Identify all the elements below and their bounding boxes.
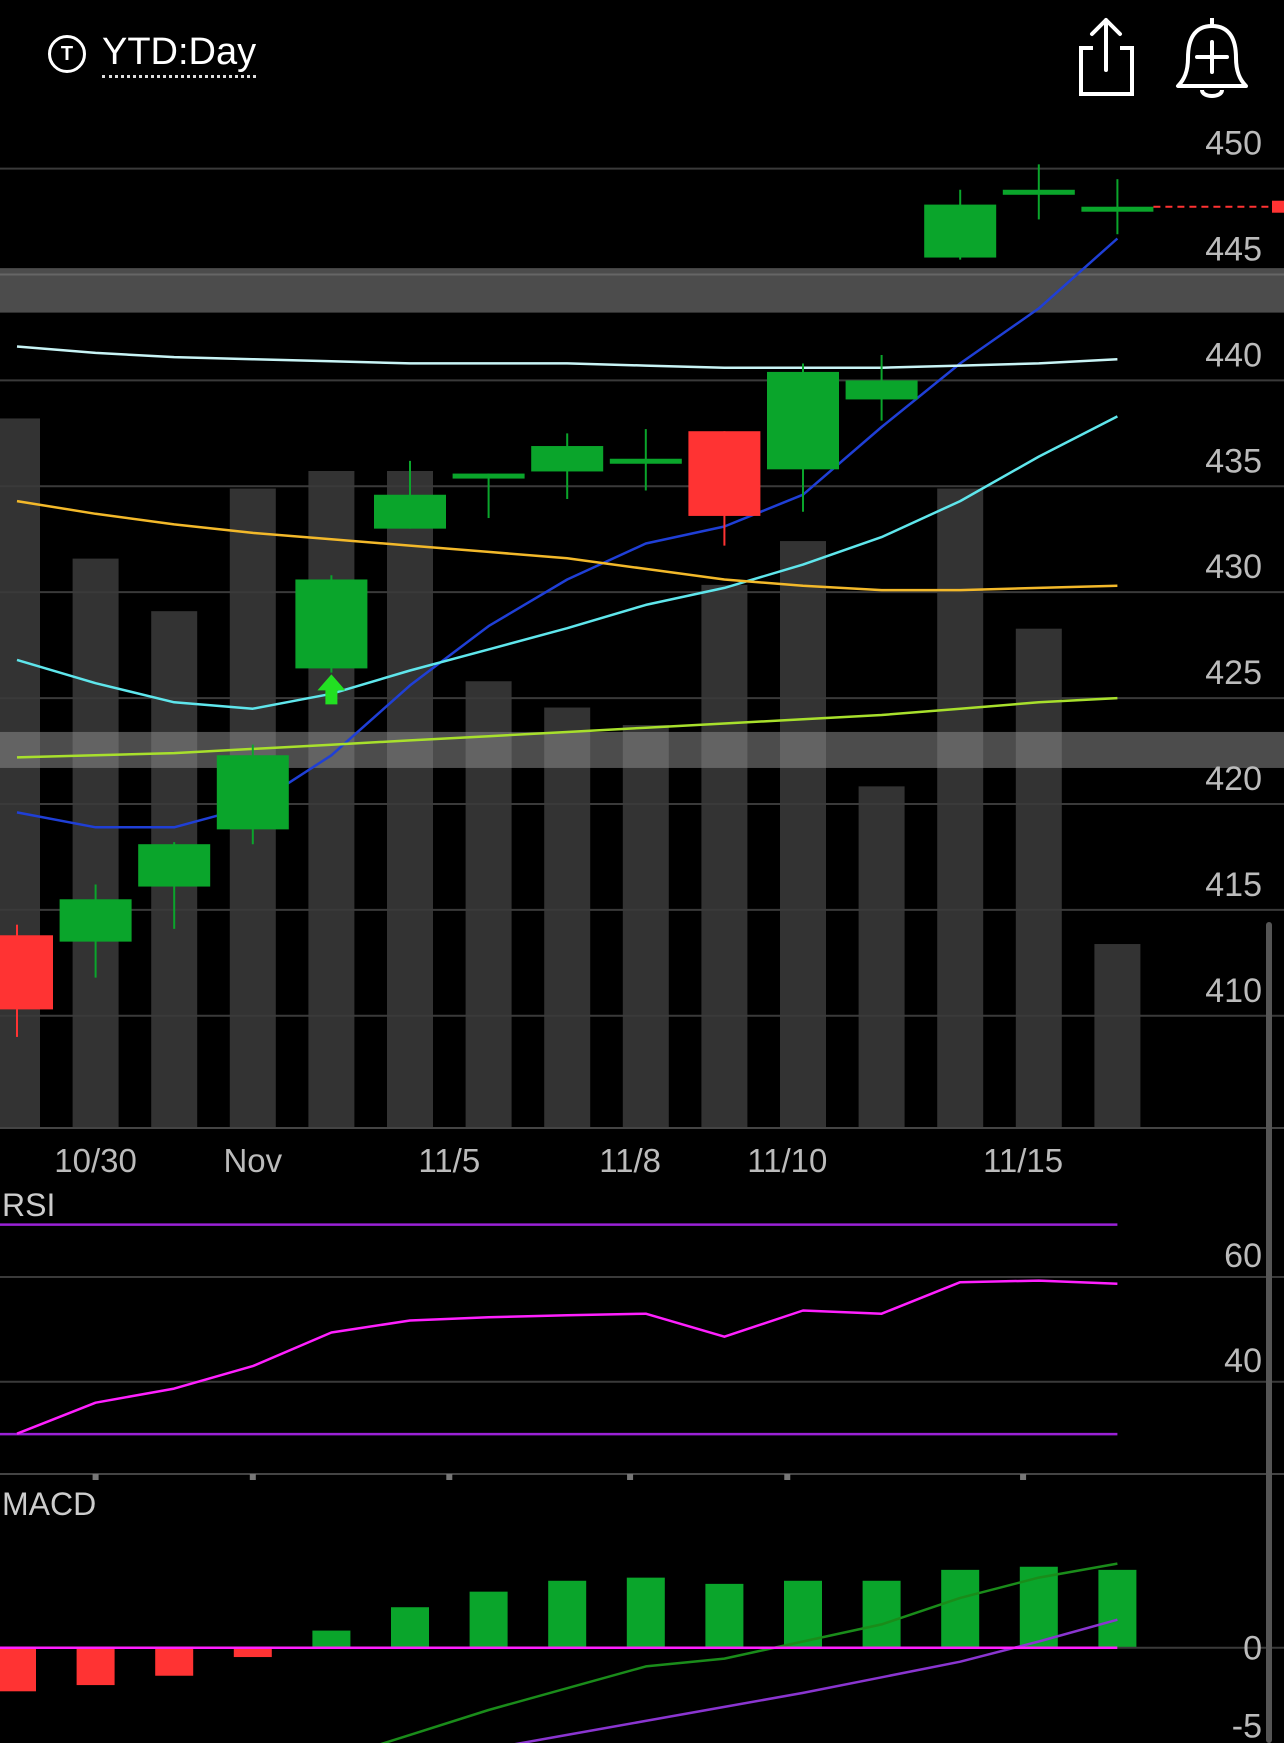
- price-zone-band: [0, 268, 1284, 313]
- macd-histogram-bar: [312, 1630, 351, 1648]
- date-tick-label: 11/8: [599, 1142, 661, 1179]
- date-tick-label: 11/5: [418, 1142, 480, 1179]
- date-tick-mark: [627, 1474, 634, 1480]
- price-tick-label: 425: [1205, 654, 1262, 692]
- candle-body: [531, 446, 604, 472]
- candle-body: [688, 431, 761, 516]
- macd-tick-label: 0: [1243, 1630, 1262, 1668]
- volume-bar: [780, 541, 826, 1128]
- date-tick-label: Nov: [223, 1142, 282, 1179]
- macd-histogram-bar: [862, 1580, 901, 1648]
- macd-histogram-bar: [391, 1607, 429, 1648]
- moving-average-line: [16, 499, 1118, 592]
- price-tick-label: 410: [1205, 972, 1262, 1010]
- candle-body: [138, 844, 211, 887]
- bell-plus-icon: [1176, 18, 1248, 98]
- candle-body: [1002, 189, 1075, 195]
- volume-bar: [622, 725, 669, 1128]
- scrollbar[interactable]: [1266, 922, 1272, 1743]
- volume-bar: [1015, 628, 1062, 1128]
- candle-body: [924, 204, 997, 258]
- candle-body: [374, 494, 446, 529]
- macd-histogram-bar: [469, 1591, 508, 1648]
- rsi-title: RSI: [2, 1187, 55, 1223]
- volume-bar: [544, 707, 591, 1128]
- candle-body: [216, 755, 289, 830]
- top-bar: T YTD:Day: [0, 0, 1284, 110]
- macd-histogram-bar: [1098, 1569, 1137, 1648]
- candle-body: [295, 579, 368, 669]
- date-tick-label: 10/30: [54, 1142, 137, 1179]
- moving-average-line: [16, 237, 1119, 829]
- rsi-tick-label: 60: [1224, 1237, 1262, 1275]
- volume-bar: [0, 418, 40, 1128]
- timeframe-label[interactable]: YTD:Day: [102, 31, 257, 78]
- macd-histogram-bar: [76, 1647, 115, 1686]
- buy-signal-arrow: [317, 674, 346, 705]
- macd-signal-line: [514, 1618, 1118, 1743]
- price-tick-label: 415: [1205, 866, 1262, 904]
- candle-body: [1081, 206, 1154, 212]
- date-tick-mark: [784, 1474, 791, 1480]
- volume-bar: [937, 488, 984, 1128]
- share-button[interactable]: [1066, 14, 1146, 100]
- date-tick-mark: [446, 1474, 453, 1480]
- macd-histogram-bar: [0, 1647, 36, 1692]
- macd-panel: MACD 0 -5: [0, 1486, 1284, 1743]
- candle-body: [609, 458, 682, 464]
- volume-bar: [1094, 944, 1141, 1128]
- last-price-marker: [1272, 200, 1284, 213]
- share-icon: [1079, 18, 1134, 96]
- macd-histogram-bar: [705, 1583, 744, 1648]
- macd-histogram-bar: [626, 1577, 665, 1648]
- add-alert-button[interactable]: [1172, 14, 1252, 100]
- macd-histogram-bar: [548, 1580, 587, 1648]
- date-tick-mark: [92, 1474, 99, 1480]
- price-zone-band: [0, 731, 1284, 768]
- price-tick-label: 445: [1205, 230, 1262, 268]
- date-tick-label: 11/10: [747, 1142, 827, 1179]
- ticker-t-icon: T: [48, 35, 86, 73]
- macd-line: [380, 1562, 1118, 1743]
- rsi-panel: RSI 60 40: [0, 1187, 1284, 1480]
- macd-histogram-bar: [155, 1647, 194, 1676]
- rsi-tick-label: 40: [1224, 1342, 1262, 1380]
- candle-body: [59, 899, 132, 942]
- price-tick-label: 440: [1205, 336, 1262, 374]
- moving-average-line: [16, 696, 1118, 759]
- macd-histogram-bar: [784, 1580, 822, 1648]
- candle-body: [767, 371, 839, 470]
- macd-histogram-bar: [233, 1647, 272, 1658]
- macd-tick-label: -5: [1232, 1708, 1262, 1743]
- date-tick-mark: [249, 1474, 256, 1480]
- rsi-line: [16, 1279, 1118, 1435]
- candle-body: [845, 380, 918, 400]
- moving-average-line: [16, 345, 1118, 369]
- volume-bar: [858, 786, 905, 1128]
- volume-bar: [308, 471, 355, 1128]
- price-tick-label: 430: [1205, 548, 1262, 586]
- timeframe-selector[interactable]: T YTD:Day: [48, 30, 257, 78]
- price-tick-label: 450: [1205, 125, 1262, 163]
- candle-body: [452, 473, 525, 479]
- price-panel: 450 445 440 435 430 425 420 415 410 10/30 Nov 11/5 1…: [0, 125, 1284, 1179]
- date-tick-label: 11/15: [983, 1142, 1063, 1179]
- price-tick-label: 420: [1205, 760, 1262, 798]
- candle-body: [0, 935, 53, 1010]
- price-tick-label: 435: [1205, 442, 1262, 480]
- volume-bar: [387, 471, 433, 1128]
- macd-histogram-bar: [941, 1569, 980, 1648]
- volume-bar: [72, 558, 119, 1128]
- macd-title: MACD: [2, 1486, 96, 1522]
- volume-bar: [701, 584, 748, 1128]
- date-tick-mark: [1020, 1474, 1027, 1480]
- moving-average-line: [16, 415, 1118, 710]
